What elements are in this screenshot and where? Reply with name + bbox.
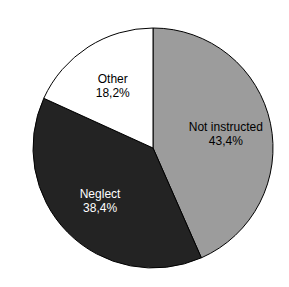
svg-text:Not instructed43,4%: Not instructed43,4% [189, 120, 263, 148]
svg-text:Other18,2%: Other18,2% [96, 72, 130, 100]
svg-text:Neglect38,4%: Neglect38,4% [80, 187, 121, 215]
